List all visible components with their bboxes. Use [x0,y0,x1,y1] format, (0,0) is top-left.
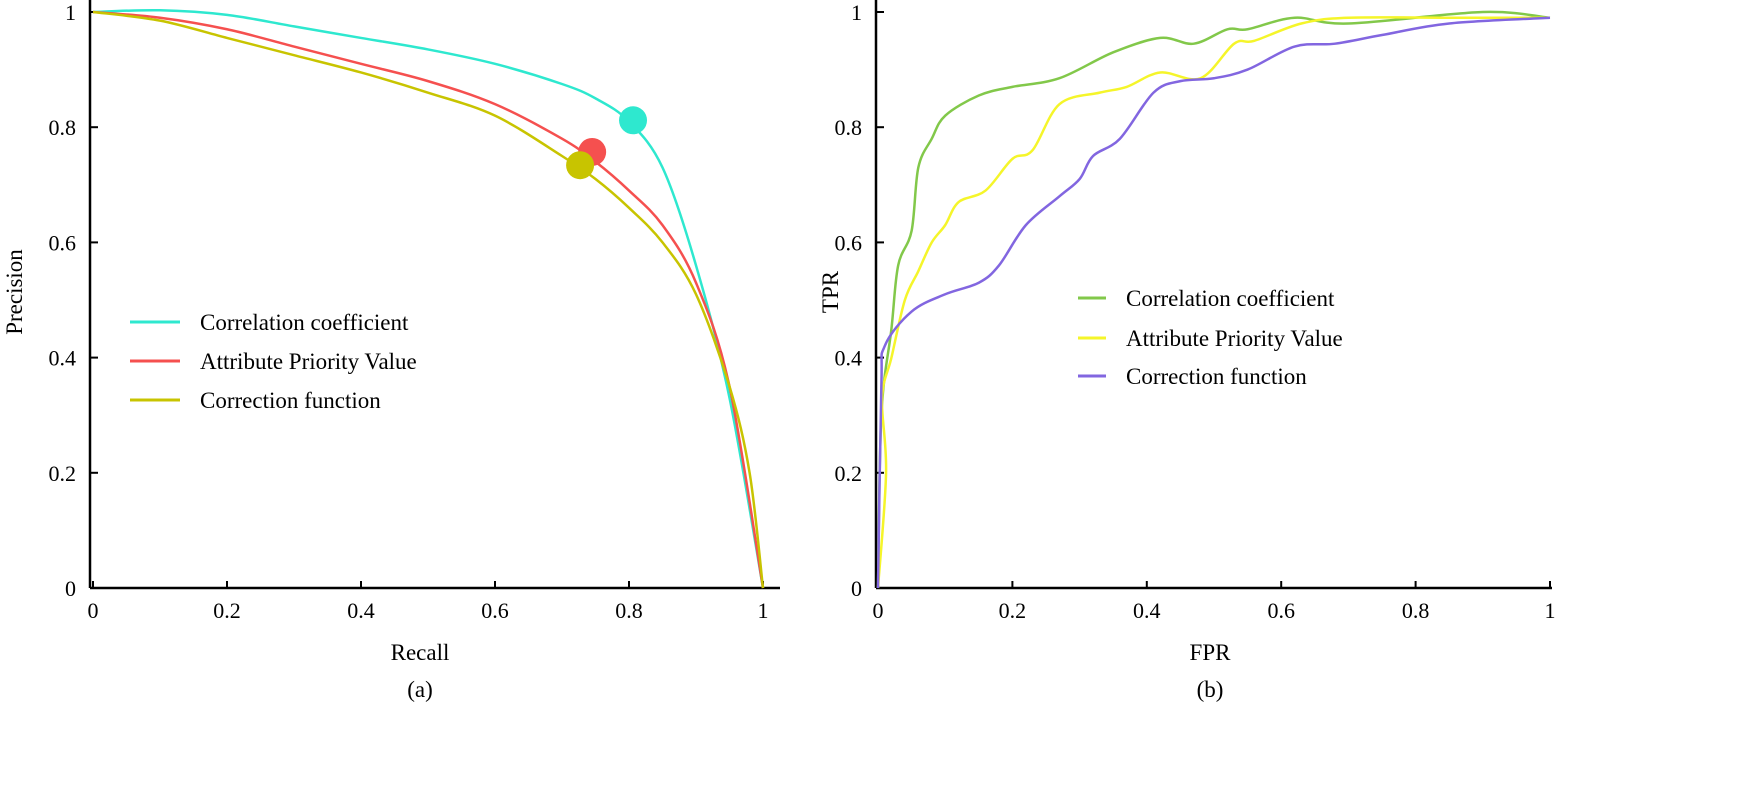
y-tick-label: 0.6 [835,230,863,255]
x-tick-label: 0.6 [1267,598,1295,623]
x-tick-label: 0.2 [999,598,1027,623]
series-line-0 [92,8,765,589]
y-tick-label: 1 [851,0,862,25]
legend-label: Attribute Priority Value [200,349,417,374]
y-axis-label: Precision [2,249,27,335]
y-tick-label: 0.2 [49,461,77,486]
legend-label: Correlation coefficient [200,310,409,335]
y-axis-label: TPR [818,270,843,313]
legend-label: Correlation coefficient [1126,286,1335,311]
x-tick-label: 1 [1545,598,1556,623]
x-tick-label: 0.8 [1402,598,1430,623]
legend: Correlation coefficient Attribute Priorit… [1078,286,1343,389]
legend-label: Attribute Priority Value [1126,326,1343,351]
x-axis-label: Recall [391,640,450,665]
legend-label: Correction function [200,388,381,413]
x-tick-label: 0.4 [1133,598,1161,623]
panel-label: (b) [1197,677,1224,702]
legend: Correlation coefficient Attribute Priorit… [130,310,417,413]
y-tick-label: 0 [851,576,862,601]
y-tick-label: 0 [65,576,76,601]
y-tick-label: 0.8 [835,115,863,140]
chart-panel-b: 0 0.2 0.4 0.6 0.8 1 0 0.2 0.4 0.6 0.8 1 FPR (b) TPR Cor… [818,0,1556,702]
series-line-2 [876,16,1551,589]
x-tick-label: 0 [88,598,99,623]
series-line-2 [92,10,765,589]
x-tick-label: 0 [873,598,884,623]
series-marker-2 [566,151,595,180]
y-tick-label: 0.6 [49,230,77,255]
x-tick-label: 0.2 [213,598,241,623]
y-tick-label: 0.4 [835,346,863,371]
chart-panel-a: 0 0.2 0.4 0.6 0.8 1 0 0.2 0.4 0.6 0.8 1 Recall (a) Pre… [2,0,780,702]
y-tick-label: 1 [65,0,76,25]
legend-label: Correction function [1126,364,1307,389]
x-axis-label: FPR [1190,640,1232,665]
series-line-0 [876,10,1551,589]
y-tick-label: 0.8 [49,115,77,140]
series-marker-0 [619,106,648,135]
panel-label: (a) [407,677,433,702]
series-line-1 [92,10,765,589]
series-line-1 [876,16,1550,589]
x-tick-label: 0.4 [347,598,375,623]
x-tick-label: 0.6 [481,598,509,623]
x-tick-label: 0.8 [615,598,643,623]
y-tick-label: 0.4 [49,346,77,371]
y-tick-label: 0.2 [835,461,863,486]
x-tick-label: 1 [758,598,769,623]
